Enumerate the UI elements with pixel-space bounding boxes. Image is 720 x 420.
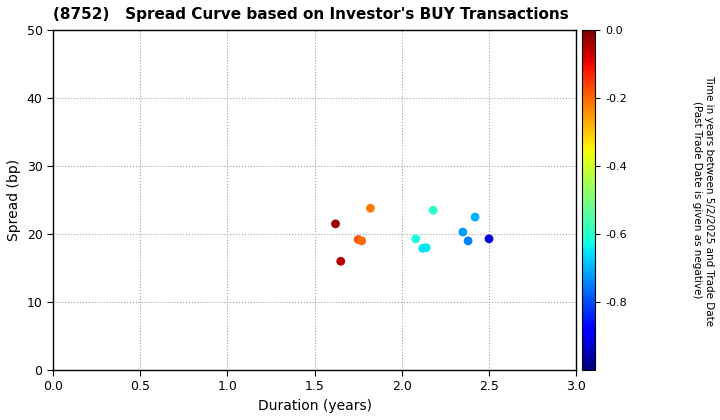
Point [462, 238, 474, 244]
Point [356, 238, 367, 244]
Point [364, 205, 376, 212]
Text: (8752)   Spread Curve based on Investor's BUY Transactions: (8752) Spread Curve based on Investor's … [53, 7, 569, 22]
X-axis label: Duration (years): Duration (years) [258, 399, 372, 413]
Y-axis label: Time in years between 5/2/2025 and Trade Date
(Past Trade Date is given as negat: Time in years between 5/2/2025 and Trade… [693, 74, 714, 326]
Point [410, 236, 421, 242]
Point [457, 228, 469, 235]
Point [428, 207, 439, 214]
Point [483, 236, 495, 242]
Point [352, 236, 364, 243]
Point [469, 214, 481, 220]
Point [335, 258, 346, 265]
Point [420, 244, 432, 251]
Point [417, 245, 428, 252]
Y-axis label: Spread (bp): Spread (bp) [7, 159, 21, 241]
Point [330, 220, 341, 227]
